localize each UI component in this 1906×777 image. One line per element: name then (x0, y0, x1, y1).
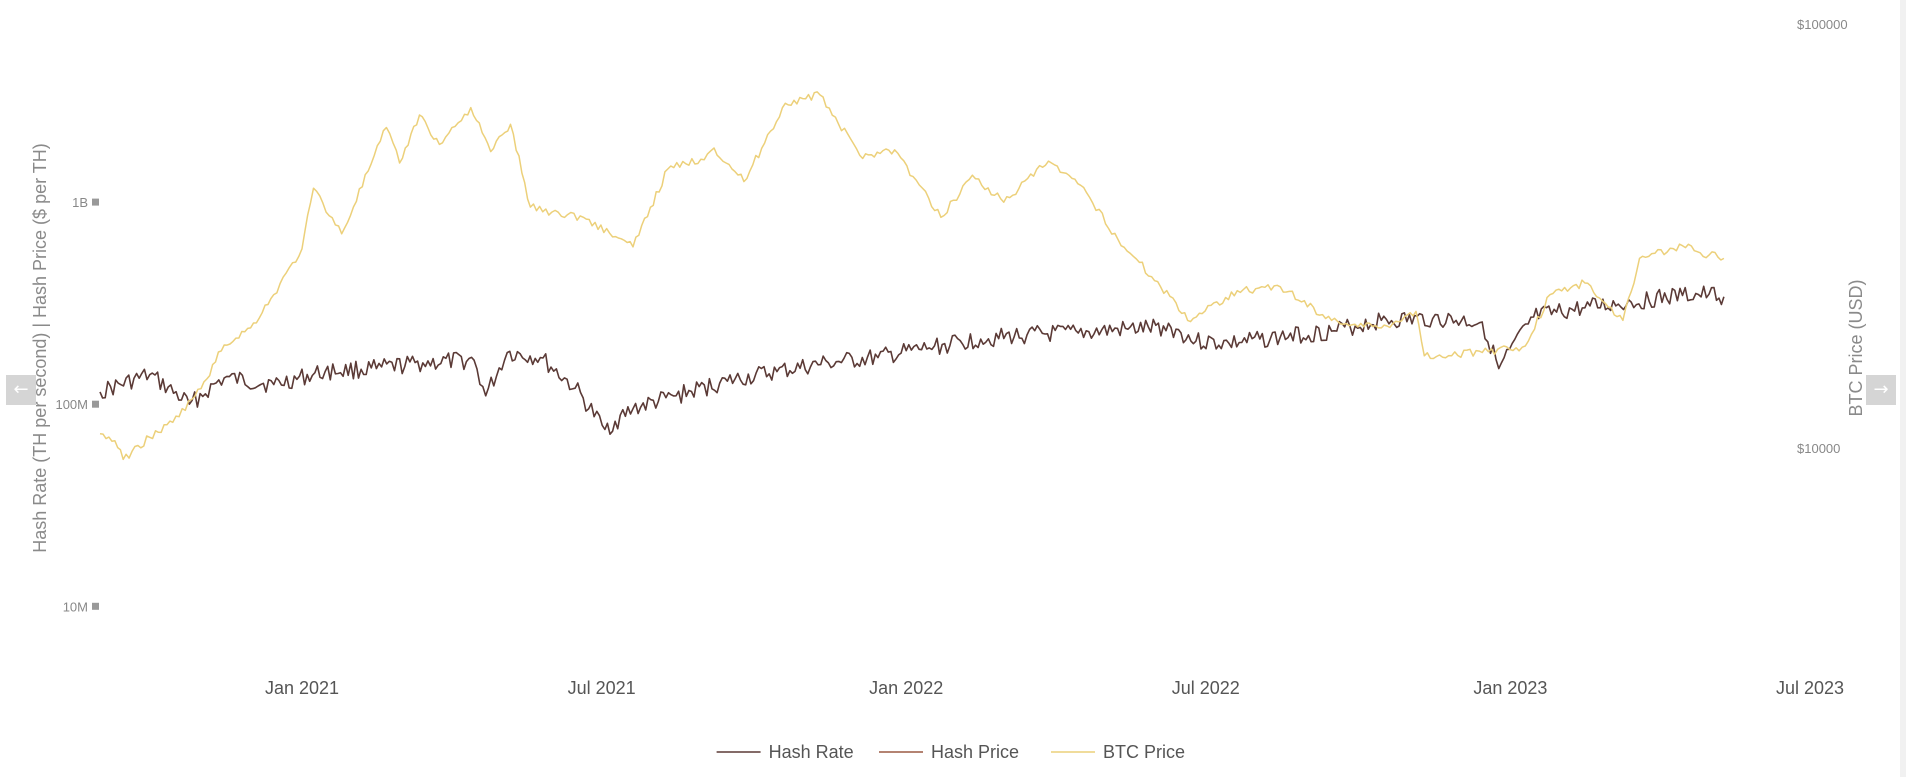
x-tick-label: Jul 2023 (1776, 678, 1844, 698)
x-tick-label: Jan 2022 (869, 678, 943, 698)
legend-label: BTC Price (1103, 742, 1185, 762)
left-tick-label: 10M (63, 599, 88, 614)
left-tick-label: 1B (72, 195, 88, 210)
left-tick-mark (92, 400, 99, 408)
legend-item-btc-price[interactable]: BTC Price (1051, 742, 1185, 762)
x-axis: Jan 2021 Jul 2021 Jan 2022 Jul 2022 Jan 2023… (265, 678, 1844, 698)
legend-item-hash-price[interactable]: Hash Price (879, 742, 1019, 762)
scrollbar[interactable] (1900, 0, 1906, 777)
left-axis-title: Hash Rate (TH per second) | Hash Price (… (30, 143, 50, 552)
legend-label: Hash Price (931, 742, 1019, 762)
left-tick-mark (92, 602, 99, 610)
x-tick-label: Jul 2021 (568, 678, 636, 698)
left-tick-mark (92, 198, 99, 206)
right-tick-label: $10000 (1797, 441, 1840, 456)
right-axis: $100000 $10000 (1797, 17, 1848, 456)
legend[interactable]: Hash Rate Hash Price BTC Price (716, 742, 1185, 762)
scroll-left-arrow-icon[interactable]: ← (6, 375, 36, 405)
series-line-hash-rate (99, 285, 1725, 435)
plot-area (99, 91, 1725, 461)
x-tick-label: Jan 2021 (265, 678, 339, 698)
right-axis-title: BTC Price (USD) (1846, 279, 1866, 416)
left-axis: 1B 100M 10M (55, 195, 99, 614)
scroll-right-arrow-icon[interactable]: → (1866, 375, 1896, 405)
left-tick-label: 100M (55, 397, 88, 412)
legend-label: Hash Rate (769, 742, 854, 762)
x-tick-label: Jul 2022 (1172, 678, 1240, 698)
x-tick-label: Jan 2023 (1473, 678, 1547, 698)
series-line-btc-price (99, 91, 1725, 461)
right-tick-label: $100000 (1797, 17, 1848, 32)
legend-item-hash-rate[interactable]: Hash Rate (716, 742, 854, 762)
